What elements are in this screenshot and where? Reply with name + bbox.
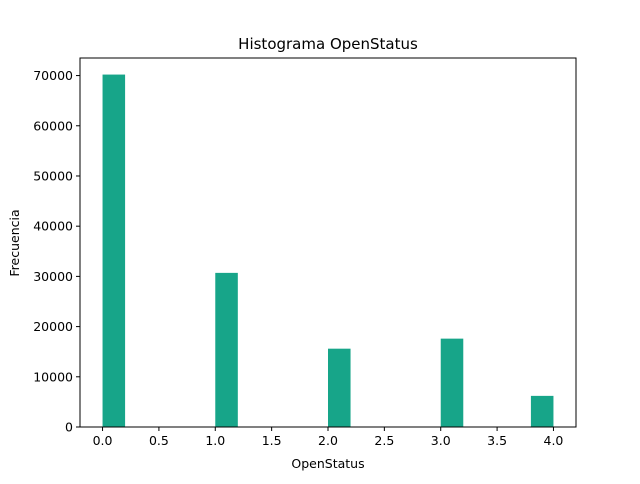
histogram-bar-2 [328, 348, 351, 427]
y-tick-label: 70000 [33, 68, 73, 83]
x-tick-label: 0.0 [93, 433, 113, 448]
x-tick-label: 1.5 [262, 433, 282, 448]
x-tick-label: 3.0 [431, 433, 451, 448]
histogram-bar-3 [440, 338, 464, 427]
y-tick-label: 10000 [33, 369, 73, 384]
y-tick-label: 20000 [33, 319, 73, 334]
x-axis-ticks: 0.0 0.5 1.0 1.5 2.0 2.5 3.0 3.5 4.0 [93, 427, 564, 448]
chart-title: Histograma OpenStatus [238, 35, 418, 53]
x-tick-label: 4.0 [544, 433, 564, 448]
y-tick-label: 40000 [33, 219, 73, 234]
y-tick-label: 50000 [33, 168, 73, 183]
x-tick-label: 2.5 [374, 433, 394, 448]
y-axis-ticks: 0 10000 20000 30000 40000 50000 60000 70000 [33, 68, 80, 435]
histogram-bar-1 [215, 272, 238, 427]
histogram-bar-0 [102, 74, 126, 427]
x-tick-label: 2.0 [318, 433, 338, 448]
y-tick-label: 0 [65, 420, 73, 435]
histogram-bar-4 [530, 395, 554, 427]
x-tick-label: 0.5 [149, 433, 169, 448]
x-tick-label: 1.0 [205, 433, 225, 448]
bars-layer [102, 74, 554, 427]
y-tick-label: 30000 [33, 269, 73, 284]
x-axis-title: OpenStatus [291, 456, 364, 471]
x-tick-label: 3.5 [487, 433, 507, 448]
y-tick-label: 60000 [33, 118, 73, 133]
y-axis-title: Frecuencia [7, 209, 22, 276]
